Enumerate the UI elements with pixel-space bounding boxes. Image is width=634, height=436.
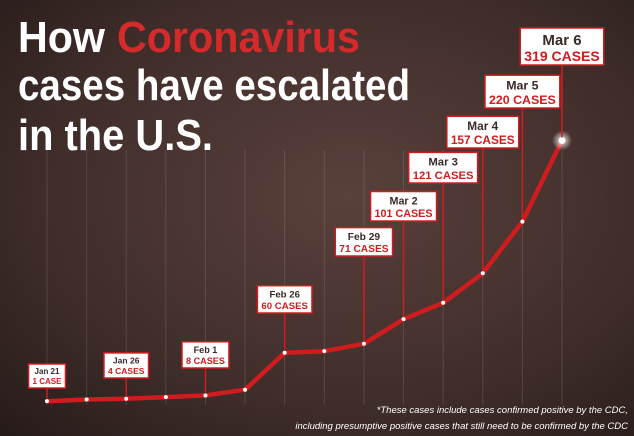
data-point <box>322 349 327 354</box>
callout-date: Jan 21 <box>35 367 60 376</box>
title-text: in the U.S. <box>18 111 213 160</box>
callout-value: 71 CASES <box>339 244 388 255</box>
callout-value: 8 CASES <box>186 356 225 366</box>
data-line <box>44 138 565 404</box>
callout-date: Feb 26 <box>269 289 300 300</box>
callout-box <box>369 190 438 222</box>
callout-box <box>334 226 394 257</box>
callout-box <box>103 352 150 379</box>
callout-value: 4 CASES <box>108 366 145 376</box>
plot <box>44 130 572 404</box>
data-point <box>45 399 49 404</box>
data-point <box>84 397 89 402</box>
data-point <box>203 393 208 398</box>
callout: Feb 18 CASES <box>181 341 230 393</box>
callout: Jan 211 CASE <box>27 363 67 399</box>
data-point <box>401 317 406 322</box>
footnote: including presumptive positive cases tha… <box>295 421 628 432</box>
callout-value: 101 CASES <box>375 208 433 220</box>
footnote: *These cases include cases confirmed pos… <box>377 405 628 416</box>
callout-date: Mar 6 <box>542 32 581 49</box>
data-point <box>163 395 168 400</box>
callout-date: Feb 29 <box>348 232 381 243</box>
callout-value: 157 CASES <box>451 133 515 147</box>
callout-date: Jan 26 <box>113 355 140 365</box>
callout-date: Feb 1 <box>194 345 218 355</box>
callout-value: 319 CASES <box>524 48 599 64</box>
data-point <box>520 219 525 224</box>
callout-box <box>484 74 561 109</box>
data-point <box>480 271 485 276</box>
callout-value: 121 CASES <box>413 170 474 182</box>
title-text: How <box>18 13 106 62</box>
callout-value: 1 CASE <box>33 377 63 386</box>
callout-box <box>519 27 605 66</box>
callout-box <box>181 341 230 369</box>
callout-box <box>446 115 520 149</box>
callout-date: Mar 5 <box>506 79 538 93</box>
callout-value: 220 CASES <box>489 93 556 107</box>
title-text: Coronavirus <box>117 13 360 62</box>
callout-value: 60 CASES <box>261 301 308 312</box>
data-point <box>282 350 287 355</box>
callout-date: Mar 3 <box>428 157 458 169</box>
callout: Jan 264 CASES <box>103 352 150 396</box>
data-point <box>361 341 366 346</box>
callout-box <box>27 363 67 389</box>
title-text: cases have escalated <box>18 61 410 110</box>
callout-date: Mar 4 <box>467 119 498 133</box>
data-point <box>558 136 566 144</box>
callout-date: Mar 2 <box>389 195 417 207</box>
data-point <box>124 396 129 401</box>
data-point <box>243 387 248 392</box>
data-point <box>441 300 446 305</box>
callout-box <box>407 151 479 184</box>
callout-box <box>256 284 313 314</box>
